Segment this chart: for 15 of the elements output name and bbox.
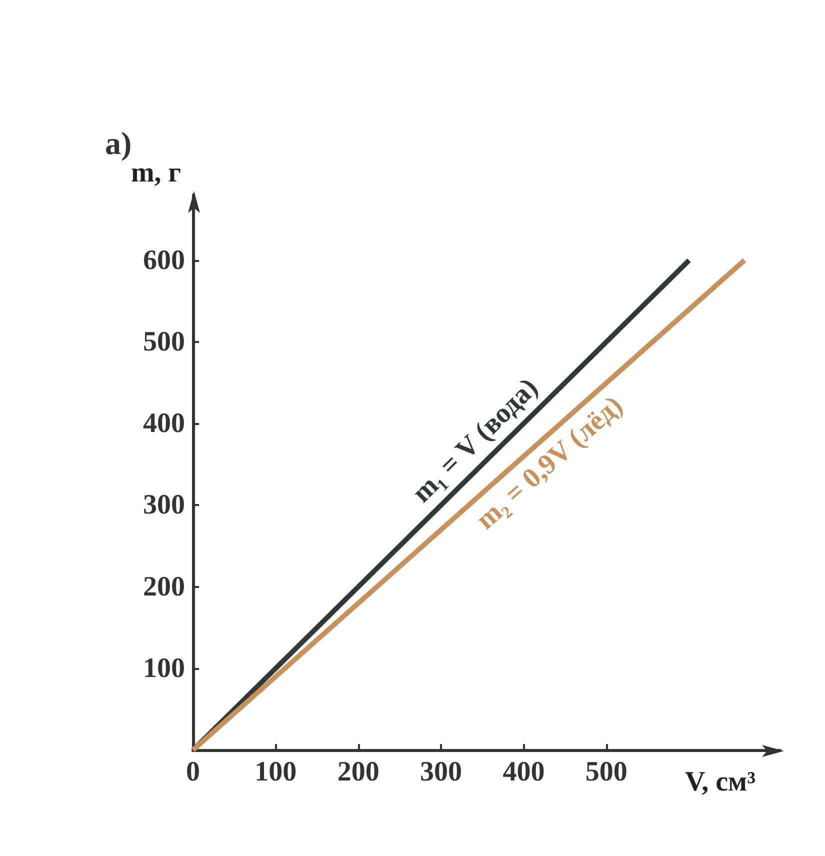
x-tick-label: 500 xyxy=(585,756,628,788)
y-tick-label: 400 xyxy=(143,408,185,440)
y-tick-label: 100 xyxy=(143,652,185,684)
y-axis-title: m, г xyxy=(130,158,181,188)
x-tick-label: 200 xyxy=(337,756,380,788)
chart-title: а) xyxy=(105,125,132,161)
x-axis-title: V, см³ xyxy=(685,766,756,798)
x-tick-label: 100 xyxy=(254,756,297,788)
y-tick-label: 300 xyxy=(143,490,185,521)
x-tick-label: 400 xyxy=(502,756,545,788)
y-tick-label: 600 xyxy=(143,244,185,276)
x-tick-label: 0 xyxy=(186,756,200,788)
y-tick-label: 500 xyxy=(143,326,185,358)
x-tick-label: 300 xyxy=(420,756,462,788)
y-tick-label: 200 xyxy=(143,571,185,602)
